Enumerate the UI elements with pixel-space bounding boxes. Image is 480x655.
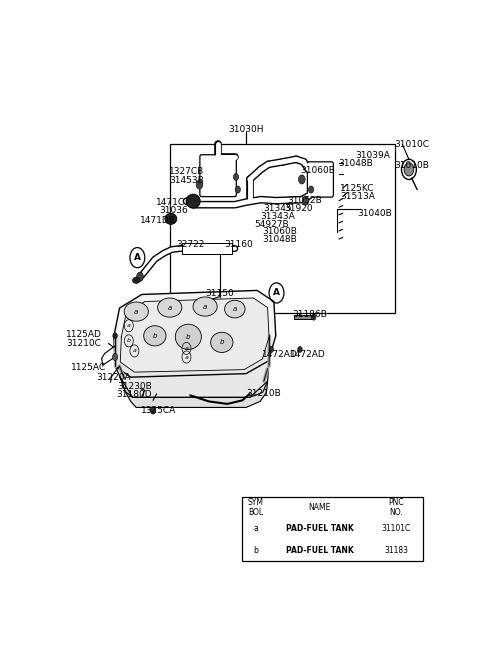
Text: a: a (233, 306, 237, 312)
Text: 31048B: 31048B (338, 159, 373, 168)
Text: 31345: 31345 (263, 204, 291, 213)
Text: 31036: 31036 (159, 206, 188, 215)
Text: a: a (203, 303, 207, 310)
Text: PAD-FUEL TANK: PAD-FUEL TANK (286, 525, 354, 533)
Text: 31513A: 31513A (340, 192, 375, 201)
Text: 1125AD: 1125AD (65, 330, 101, 339)
Ellipse shape (186, 194, 200, 208)
Text: 31010B: 31010B (394, 161, 429, 170)
Text: 1125KC: 1125KC (340, 184, 375, 193)
Text: SYM
BOL: SYM BOL (248, 498, 264, 517)
Text: 31230B: 31230B (117, 382, 152, 391)
Bar (241, 496, 423, 561)
Circle shape (235, 186, 240, 193)
Polygon shape (114, 336, 269, 398)
Ellipse shape (144, 326, 166, 346)
Text: 1327CB: 1327CB (169, 168, 204, 176)
Bar (294, 315, 312, 319)
Text: A: A (273, 288, 280, 297)
Text: b: b (127, 339, 131, 343)
Text: a: a (184, 346, 189, 351)
Text: 31060B: 31060B (262, 227, 297, 236)
Text: a: a (253, 525, 258, 533)
Ellipse shape (132, 277, 140, 284)
Text: 1325CA: 1325CA (141, 406, 176, 415)
Circle shape (150, 407, 156, 414)
Circle shape (299, 175, 305, 184)
Polygon shape (120, 298, 269, 372)
Text: a: a (127, 323, 131, 328)
Polygon shape (120, 377, 267, 407)
Text: 31453B: 31453B (169, 176, 204, 185)
Circle shape (309, 186, 314, 193)
Ellipse shape (124, 302, 148, 321)
Circle shape (269, 346, 274, 352)
Text: 31052B: 31052B (288, 196, 322, 204)
Text: b: b (153, 333, 157, 339)
Text: 31160: 31160 (224, 240, 253, 248)
Text: 32722: 32722 (177, 240, 205, 248)
Text: b: b (219, 339, 224, 345)
Ellipse shape (404, 163, 414, 176)
Bar (170, 144, 395, 313)
Text: 1471DB: 1471DB (140, 216, 176, 225)
Text: 31048B: 31048B (262, 235, 297, 244)
Circle shape (233, 174, 239, 181)
Text: 31920: 31920 (285, 204, 313, 213)
Text: a: a (132, 348, 136, 354)
Text: PAD-FUEL TANK: PAD-FUEL TANK (286, 546, 354, 555)
Text: NAME: NAME (309, 503, 331, 512)
Circle shape (196, 180, 203, 189)
Text: 31150: 31150 (205, 290, 234, 299)
Ellipse shape (211, 332, 233, 352)
Bar (182, 243, 232, 254)
Text: b: b (253, 546, 258, 555)
Text: 54927B: 54927B (254, 220, 288, 229)
Text: 31220A: 31220A (96, 373, 131, 382)
FancyBboxPatch shape (200, 155, 236, 196)
Text: 31060B: 31060B (300, 166, 335, 175)
Text: 31183: 31183 (384, 546, 408, 555)
Ellipse shape (175, 324, 202, 349)
Text: 31010C: 31010C (394, 140, 429, 149)
Text: a: a (184, 354, 189, 360)
Text: 1125AC: 1125AC (71, 363, 106, 372)
Text: 31210B: 31210B (246, 389, 281, 398)
Circle shape (112, 354, 118, 360)
Text: 31030H: 31030H (228, 124, 264, 134)
Text: 31210C: 31210C (66, 339, 101, 348)
Text: A: A (134, 253, 141, 262)
Polygon shape (114, 290, 276, 377)
Text: 1472AD: 1472AD (290, 350, 326, 359)
Text: a: a (134, 309, 138, 314)
Text: b: b (186, 334, 191, 340)
Ellipse shape (165, 214, 177, 225)
Circle shape (312, 314, 316, 320)
Circle shape (137, 272, 144, 282)
Text: 31186B: 31186B (292, 310, 327, 318)
Ellipse shape (225, 300, 245, 318)
Text: 1472AD: 1472AD (262, 350, 297, 359)
Text: 1471CT: 1471CT (156, 198, 191, 207)
Text: 31180D: 31180D (117, 390, 152, 400)
Text: 31343A: 31343A (260, 212, 295, 221)
Ellipse shape (157, 298, 182, 317)
Circle shape (302, 196, 309, 205)
FancyBboxPatch shape (307, 162, 334, 197)
Text: PNC
NO.: PNC NO. (388, 498, 404, 517)
Circle shape (113, 333, 117, 339)
Text: 31039A: 31039A (355, 151, 390, 160)
Ellipse shape (193, 297, 217, 316)
Text: 31040B: 31040B (357, 209, 392, 218)
Text: 31101C: 31101C (382, 525, 411, 533)
Text: a: a (168, 305, 172, 310)
Circle shape (298, 346, 302, 352)
